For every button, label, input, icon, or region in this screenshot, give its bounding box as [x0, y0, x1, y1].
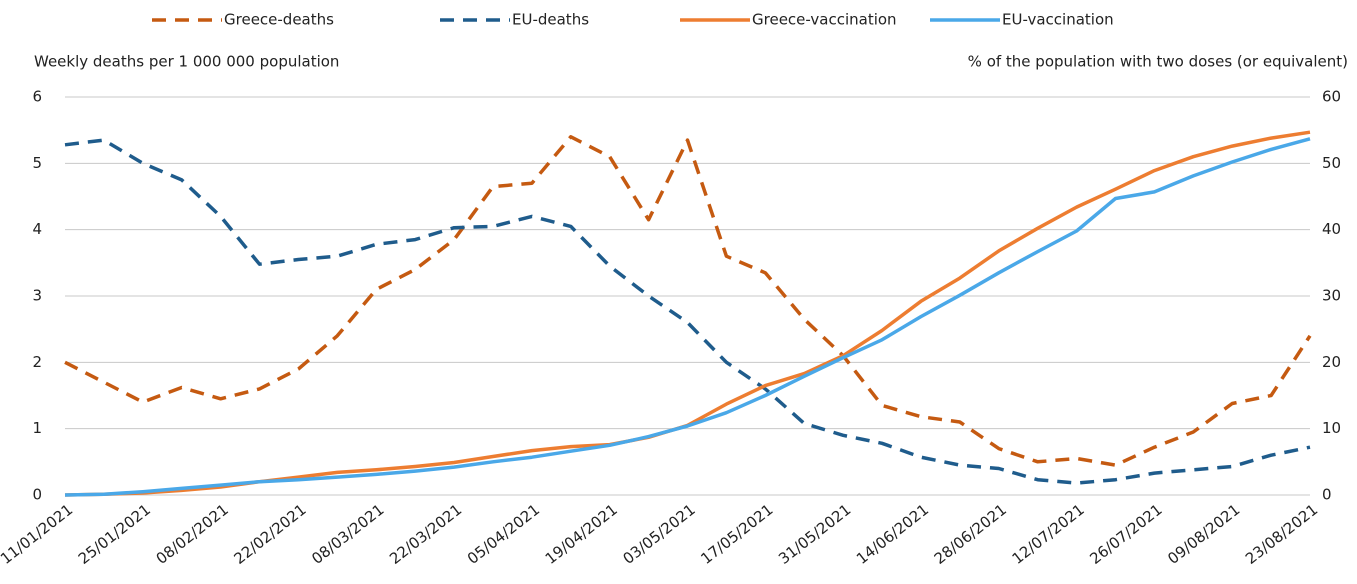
y-tick-label: 4	[32, 220, 42, 238]
series-line	[64, 135, 1312, 467]
x-tick-label: 22/03/2021	[386, 501, 465, 568]
y2-axis-label: % of the population with two doses (or e…	[968, 53, 1348, 71]
y-tick-label: 1	[32, 419, 42, 437]
legend-label: Greece-deaths	[224, 11, 334, 29]
x-tick-label: 08/02/2021	[153, 501, 232, 568]
y2-tick-label: 50	[1322, 154, 1341, 172]
y-tick-label: 3	[32, 287, 42, 305]
y2-tick-label: 60	[1322, 88, 1341, 106]
legend-label: EU-vaccination	[1002, 11, 1114, 29]
x-tick-label: 19/04/2021	[542, 501, 621, 568]
series-line	[64, 130, 1311, 497]
x-tick-label: 12/07/2021	[1009, 501, 1088, 568]
x-tick-label: 31/05/2021	[775, 501, 854, 568]
x-tick-label: 09/08/2021	[1164, 501, 1243, 568]
x-tick-label: 14/06/2021	[853, 501, 932, 568]
x-tick-label: 25/01/2021	[75, 501, 154, 568]
y-tick-label: 0	[32, 486, 42, 504]
y2-tick-label: 40	[1322, 220, 1341, 238]
x-tick-label: 23/08/2021	[1242, 501, 1321, 568]
y2-tick-label: 10	[1322, 419, 1341, 437]
x-tick-label: 05/04/2021	[464, 501, 543, 568]
legend-label: EU-deaths	[512, 11, 589, 29]
x-tick-label: 17/05/2021	[697, 501, 776, 568]
legend-label: Greece-vaccination	[752, 11, 897, 29]
x-tick-label: 11/01/2021	[0, 501, 76, 568]
y-tick-label: 2	[32, 353, 42, 371]
y2-tick-label: 20	[1322, 353, 1341, 371]
x-tick-label: 22/02/2021	[230, 501, 309, 568]
y-axis-label: Weekly deaths per 1 000 000 population	[34, 53, 339, 71]
x-tick-label: 03/05/2021	[620, 501, 699, 568]
y-tick-label: 6	[32, 88, 42, 106]
y2-tick-label: 0	[1322, 486, 1332, 504]
y-tick-label: 5	[32, 154, 42, 172]
series-line	[64, 138, 1311, 485]
x-tick-label: 28/06/2021	[931, 501, 1010, 568]
series-line	[64, 137, 1311, 497]
x-tick-label: 08/03/2021	[308, 501, 387, 568]
y2-tick-label: 30	[1322, 287, 1341, 305]
x-tick-label: 26/07/2021	[1086, 501, 1165, 568]
